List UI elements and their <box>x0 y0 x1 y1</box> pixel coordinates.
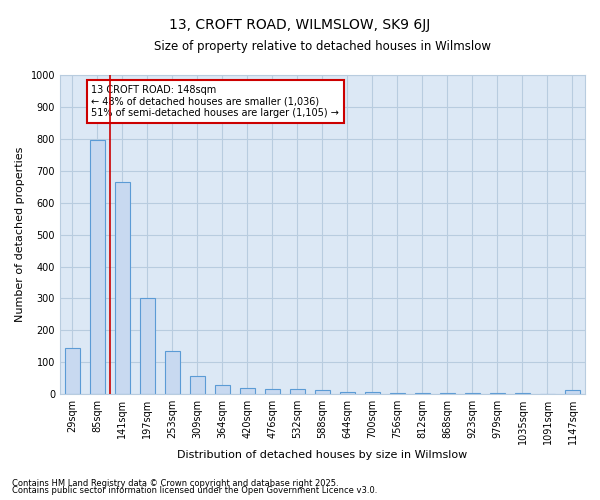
Text: Contains public sector information licensed under the Open Government Licence v3: Contains public sector information licen… <box>12 486 377 495</box>
Bar <box>265 389 280 394</box>
Title: Size of property relative to detached houses in Wilmslow: Size of property relative to detached ho… <box>154 40 491 53</box>
Bar <box>565 390 580 394</box>
X-axis label: Distribution of detached houses by size in Wilmslow: Distribution of detached houses by size … <box>178 450 467 460</box>
Bar <box>365 392 380 394</box>
Bar <box>90 140 105 394</box>
Bar <box>290 390 305 394</box>
Text: 13, CROFT ROAD, WILMSLOW, SK9 6JJ: 13, CROFT ROAD, WILMSLOW, SK9 6JJ <box>169 18 431 32</box>
Bar <box>215 384 230 394</box>
Bar <box>190 376 205 394</box>
Bar <box>140 298 155 394</box>
Text: 13 CROFT ROAD: 148sqm
← 48% of detached houses are smaller (1,036)
51% of semi-d: 13 CROFT ROAD: 148sqm ← 48% of detached … <box>91 84 339 118</box>
Bar <box>440 393 455 394</box>
Y-axis label: Number of detached properties: Number of detached properties <box>15 147 25 322</box>
Bar <box>415 392 430 394</box>
Bar <box>65 348 80 394</box>
Bar <box>165 351 180 394</box>
Bar <box>390 392 405 394</box>
Bar <box>340 392 355 394</box>
Bar <box>115 182 130 394</box>
Text: Contains HM Land Registry data © Crown copyright and database right 2025.: Contains HM Land Registry data © Crown c… <box>12 478 338 488</box>
Bar <box>240 388 255 394</box>
Bar <box>315 390 330 394</box>
